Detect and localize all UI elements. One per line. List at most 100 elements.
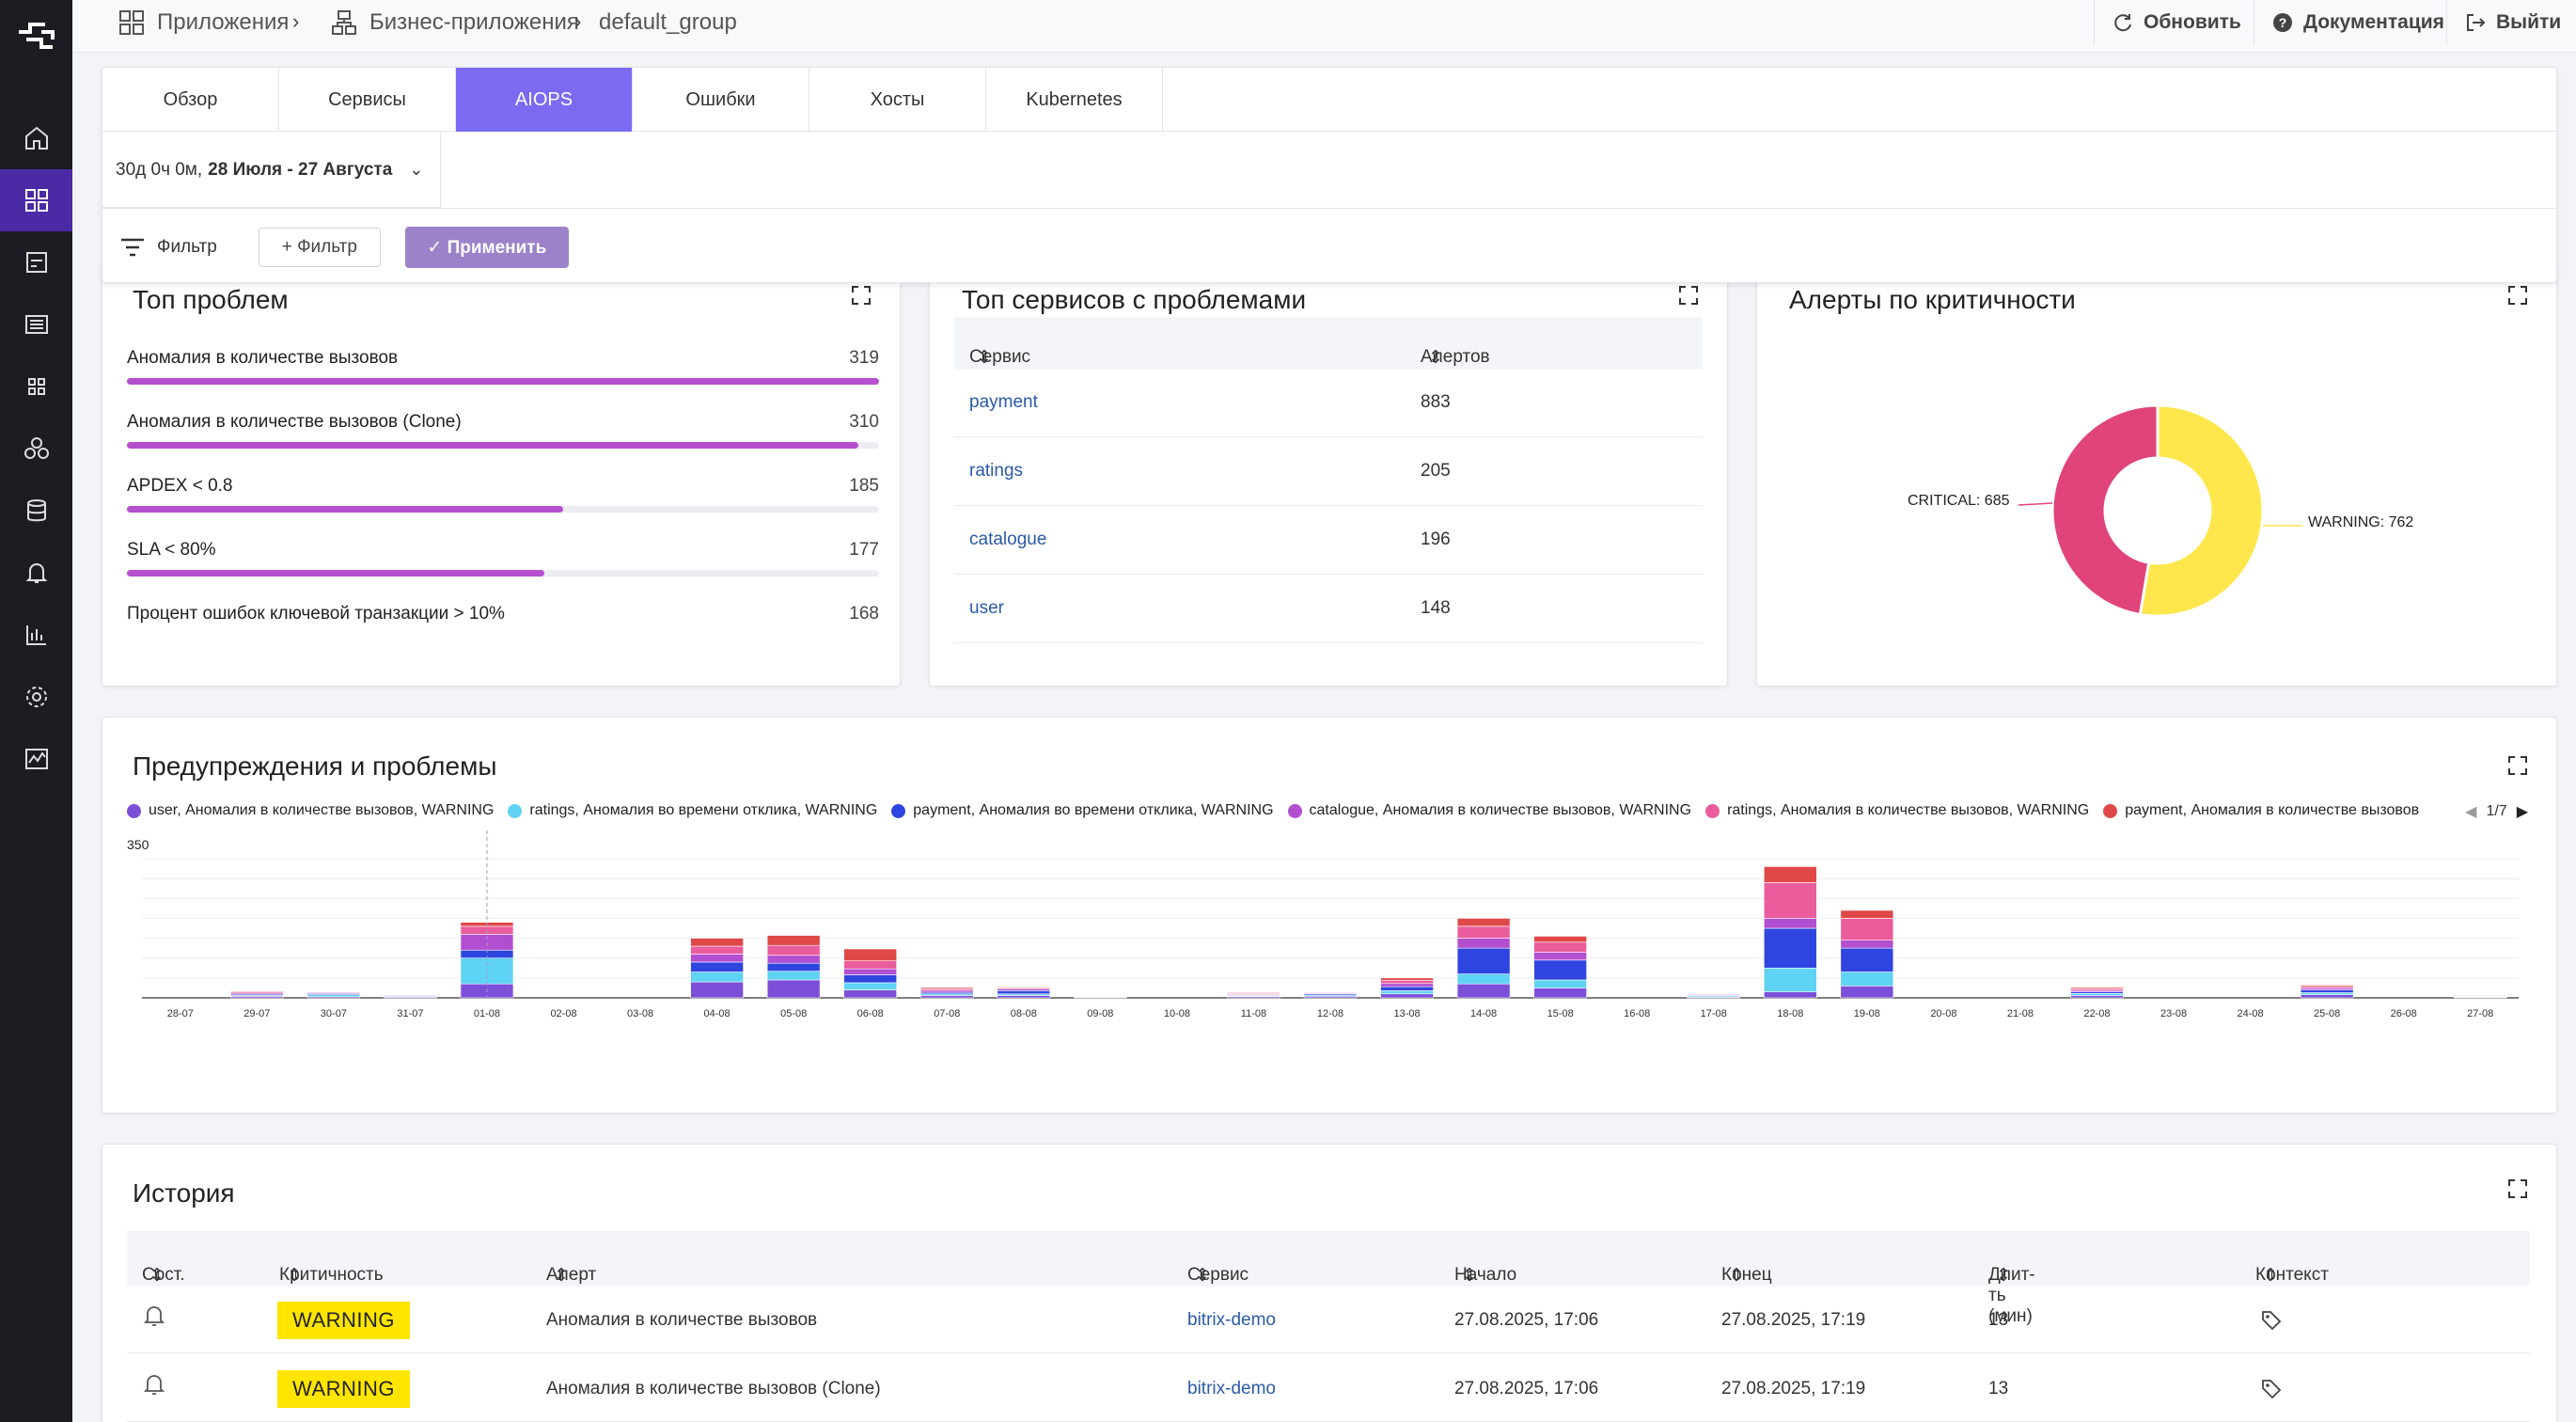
bar-segment[interactable] xyxy=(766,971,821,981)
bar-segment[interactable] xyxy=(1840,918,1894,940)
bar-segment[interactable] xyxy=(1840,909,1894,919)
legend-item[interactable]: payment, Аномалия во времени отклика, WA… xyxy=(891,802,1274,819)
bar-segment[interactable] xyxy=(2300,989,2354,993)
date-range-picker[interactable]: 30д 0ч 0м, 28 Июля - 27 Августа ⌄ xyxy=(102,133,441,208)
tab-overview[interactable]: Обзор xyxy=(102,68,279,132)
nav-traces-icon[interactable] xyxy=(0,231,72,293)
bar-segment[interactable] xyxy=(919,995,974,999)
service-link[interactable]: catalogue xyxy=(969,529,1047,549)
service-link[interactable]: bitrix-demo xyxy=(1187,1310,1276,1330)
expand-icon[interactable] xyxy=(2507,1178,2528,1199)
nav-logs-icon[interactable] xyxy=(0,293,72,356)
tab-errors[interactable]: Ошибки xyxy=(633,68,809,132)
legend-item[interactable]: ratings, Аномалия в количестве вызовов, … xyxy=(1705,802,2089,819)
bar-segment[interactable] xyxy=(1380,993,1434,999)
bar-segment[interactable] xyxy=(2070,993,2124,996)
bar-segment[interactable] xyxy=(1456,938,1511,949)
bar-segment[interactable] xyxy=(1840,972,1894,987)
problem-row[interactable]: Процент ошибок ключевой транзакции > 10%… xyxy=(127,604,879,624)
legend-item[interactable]: user, Аномалия в количестве вызовов, WAR… xyxy=(127,802,494,819)
refresh-button[interactable]: Обновить xyxy=(2094,0,2254,45)
bar-segment[interactable] xyxy=(766,944,821,956)
tag-icon[interactable] xyxy=(2259,1377,2284,1401)
bar-segment[interactable] xyxy=(766,979,821,999)
service-link[interactable]: ratings xyxy=(969,461,1024,481)
breadcrumb-business-apps[interactable]: Бизнес-приложения xyxy=(330,0,579,45)
bar-segment[interactable] xyxy=(843,960,898,970)
nav-database-icon[interactable] xyxy=(0,480,72,542)
service-link[interactable]: payment xyxy=(969,392,1038,412)
service-link[interactable]: bitrix-demo xyxy=(1187,1379,1276,1398)
bar-segment[interactable] xyxy=(1533,941,1587,953)
bar-segment[interactable] xyxy=(1763,882,1817,919)
bar-segment[interactable] xyxy=(306,994,361,998)
breadcrumb-apps[interactable]: Приложения xyxy=(118,0,289,45)
bar-segment[interactable] xyxy=(1840,940,1894,949)
bar-segment[interactable] xyxy=(2070,995,2124,999)
bar-segment[interactable] xyxy=(690,981,744,999)
legend-item[interactable]: catalogue, Аномалия в количестве вызовов… xyxy=(1287,802,1691,819)
bar-segment[interactable] xyxy=(1456,947,1511,974)
expand-icon[interactable] xyxy=(2507,755,2528,776)
bar-segment[interactable] xyxy=(1380,990,1434,995)
bar-segment[interactable] xyxy=(1533,979,1587,988)
problem-row[interactable]: APDEX < 0.8 185 xyxy=(127,476,879,513)
bar-segment[interactable] xyxy=(843,974,898,984)
bar-segment[interactable] xyxy=(1763,918,1817,929)
bar-segment[interactable] xyxy=(843,982,898,990)
bar-segment[interactable] xyxy=(766,935,821,946)
nav-settings-icon[interactable] xyxy=(0,666,72,728)
bar-segment[interactable] xyxy=(690,954,744,963)
nav-apps-icon[interactable] xyxy=(0,169,72,231)
bar-segment[interactable] xyxy=(1456,983,1511,999)
bar-segment[interactable] xyxy=(1763,866,1817,883)
nav-reports-icon[interactable] xyxy=(0,604,72,666)
nav-alerts-icon[interactable] xyxy=(0,542,72,604)
bar-segment[interactable] xyxy=(997,990,1051,995)
bar-segment[interactable] xyxy=(690,938,744,947)
table-row[interactable]: WARNING Аномалия в количестве вызовов (Cl… xyxy=(127,1354,2530,1422)
tag-icon[interactable] xyxy=(2259,1308,2284,1333)
bar-segment[interactable] xyxy=(2300,988,2354,990)
apply-button[interactable]: ✓ Применить xyxy=(404,227,569,268)
bar-segment[interactable] xyxy=(690,945,744,955)
bar-segment[interactable] xyxy=(1227,992,1280,994)
bar-segment[interactable] xyxy=(843,948,898,961)
documentation-button[interactable]: ? Документация xyxy=(2254,0,2446,45)
tab-hosts[interactable]: Хосты xyxy=(809,68,986,132)
bar-segment[interactable] xyxy=(2300,985,2354,988)
caret-right-icon[interactable]: ▶ xyxy=(2516,804,2528,820)
legend-item[interactable]: payment, Аномалия в количестве вызовов xyxy=(2103,802,2419,819)
expand-icon[interactable] xyxy=(1678,285,1699,306)
bar-segment[interactable] xyxy=(1380,983,1434,988)
bar-segment[interactable] xyxy=(1533,952,1587,961)
bar-segment[interactable] xyxy=(766,955,821,964)
nav-monitoring-icon[interactable] xyxy=(0,728,72,790)
bar-segment[interactable] xyxy=(1763,967,1817,992)
filter-toggle[interactable]: Фильтр xyxy=(119,237,217,258)
bar-segment[interactable] xyxy=(1533,988,1587,999)
tab-aiops[interactable]: AIOPS xyxy=(456,68,633,132)
logout-button[interactable]: Выйти xyxy=(2446,0,2576,45)
bar-segment[interactable] xyxy=(997,995,1051,999)
expand-icon[interactable] xyxy=(851,285,872,306)
bar-segment[interactable] xyxy=(919,989,974,993)
bar-segment[interactable] xyxy=(690,972,744,983)
nav-integrations-icon[interactable] xyxy=(0,356,72,418)
problem-row[interactable]: Аномалия в количестве вызовов 319 xyxy=(127,348,879,385)
warning-slice[interactable] xyxy=(2138,403,2265,618)
problem-row[interactable]: Аномалия в количестве вызовов (Clone) 310 xyxy=(127,412,879,449)
bar-segment[interactable] xyxy=(1380,986,1434,991)
bar-segment[interactable] xyxy=(1533,959,1587,981)
critical-slice[interactable] xyxy=(2050,403,2160,617)
legend-item[interactable]: ratings, Аномалия во времени отклика, WA… xyxy=(508,802,877,819)
bar-segment[interactable] xyxy=(1763,991,1817,999)
problem-row[interactable]: SLA < 80% 177 xyxy=(127,540,879,577)
nav-cluster-icon[interactable] xyxy=(0,418,72,480)
service-link[interactable]: user xyxy=(969,598,1004,618)
table-row[interactable]: WARNING Аномалия в количестве вызовов bitr… xyxy=(127,1286,2530,1353)
bar-segment[interactable] xyxy=(766,962,821,972)
bar-segment[interactable] xyxy=(2300,994,2354,999)
bar-segment[interactable] xyxy=(230,990,284,992)
caret-left-icon[interactable]: ◀ xyxy=(2465,804,2477,820)
